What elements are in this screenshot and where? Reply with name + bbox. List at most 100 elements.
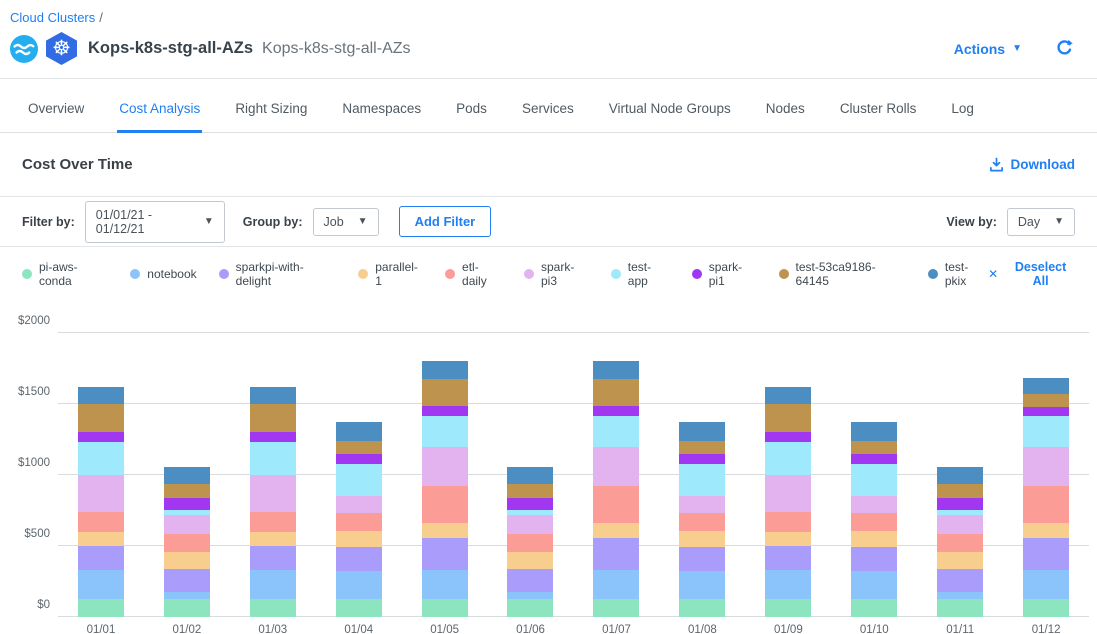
tab-log[interactable]: Log	[951, 101, 974, 116]
bar-segment-parallel-1	[77, 531, 124, 547]
bar-segment-sparkpi-with-delight	[335, 547, 382, 571]
tab-overview[interactable]: Overview	[28, 101, 85, 116]
legend-dot-icon	[130, 269, 141, 279]
page-header: Cloud Clusters / ☸ Kops-k8s-stg-all-AZs K…	[0, 0, 1097, 79]
bar-segment-pi-aws-conda	[1022, 598, 1069, 617]
legend-item-parallel-1[interactable]: parallel-1	[358, 260, 423, 288]
chevron-down-icon: ▼	[203, 215, 214, 227]
add-filter-button[interactable]: Add Filter	[398, 206, 492, 237]
x-axis-tick: 01/08	[688, 624, 717, 634]
bar-segment-test-pkix	[335, 422, 382, 441]
legend-item-notebook[interactable]: notebook	[130, 267, 197, 281]
x-axis-tick: 01/04	[344, 624, 374, 634]
actions-button[interactable]: Actions ▼	[953, 40, 1022, 57]
title-row: ☸ Kops-k8s-stg-all-AZs Kops-k8s-stg-all-…	[10, 32, 1079, 78]
gridline	[58, 545, 1089, 546]
bar-segment-spark-pi1	[77, 431, 124, 443]
breadcrumb-link-cloud-clusters[interactable]: Cloud Clusters	[10, 10, 96, 25]
close-icon: ✕	[988, 267, 999, 281]
bar-segment-notebook	[937, 592, 984, 599]
legend-label: test-app	[627, 260, 652, 288]
x-axis-tick: 01/09	[773, 624, 803, 634]
y-axis-tick: $1500	[18, 386, 50, 398]
legend-label: test-pkix	[944, 260, 969, 288]
bar-segment-spark-pi1	[593, 405, 640, 417]
bar-segment-sparkpi-with-delight	[851, 547, 898, 571]
bar-segment-test-app	[249, 442, 296, 476]
legend-label: pi-aws-conda	[39, 260, 78, 288]
legend-label: sparkpi-with-delight	[235, 260, 304, 288]
tab-namespaces[interactable]: Namespaces	[342, 101, 422, 116]
refresh-button[interactable]	[1056, 39, 1073, 59]
bar-01-11	[937, 467, 984, 617]
date-range-dropdown[interactable]: 01/01/21 - 01/12/21 ▼	[84, 200, 225, 243]
bar-segment-test-pkix	[593, 360, 640, 379]
view-by-label: View by:	[946, 214, 997, 229]
page-subtitle: Kops-k8s-stg-all-AZs	[262, 39, 411, 57]
chevron-down-icon: ▼	[1054, 215, 1064, 227]
bar-segment-test-app	[163, 509, 210, 516]
tab-cost-analysis[interactable]: Cost Analysis	[117, 79, 203, 133]
bar-segment-spark-pi1	[335, 453, 382, 465]
bar-segment-sparkpi-with-delight	[1022, 538, 1069, 571]
bar-segment-notebook	[421, 570, 468, 599]
deselect-all-button[interactable]: ✕ Deselect All	[988, 260, 1075, 288]
bar-segment-parallel-1	[851, 531, 898, 548]
bar-segment-pi-aws-conda	[937, 598, 984, 617]
bar-01-10	[851, 422, 898, 617]
bar-segment-test-53ca9186-64145	[593, 378, 640, 406]
legend-item-spark-pi3[interactable]: spark-pi3	[524, 260, 589, 288]
legend-item-pi-aws-conda[interactable]: pi-aws-conda	[22, 260, 108, 288]
legend-item-test-app[interactable]: test-app	[610, 260, 670, 288]
bar-segment-test-app	[593, 416, 640, 448]
legend-label: spark-pi3	[541, 260, 575, 288]
bar-01-02	[163, 467, 210, 617]
bar-segment-parallel-1	[421, 523, 468, 539]
bar-01-04	[335, 422, 382, 617]
bar-segment-etl-daily	[851, 513, 898, 532]
tab-pods[interactable]: Pods	[456, 101, 487, 116]
x-axis-tick: 01/11	[946, 624, 975, 634]
legend-item-etl-daily[interactable]: etl-daily	[445, 260, 502, 288]
bar-segment-test-pkix	[937, 467, 984, 485]
legend-item-spark-pi1[interactable]: spark-pi1	[691, 260, 757, 288]
bar-01-06	[507, 467, 554, 617]
tab-services[interactable]: Services	[521, 101, 574, 116]
section-title: Cost Over Time	[22, 156, 133, 173]
bar-group	[58, 333, 1089, 617]
bar-segment-notebook	[851, 570, 898, 599]
bar-segment-etl-daily	[937, 533, 984, 553]
legend-item-test-pkix[interactable]: test-pkix	[927, 260, 988, 288]
tab-virtual-node-groups[interactable]: Virtual Node Groups	[608, 101, 731, 116]
bar-01-01	[77, 386, 124, 617]
bar-segment-notebook	[335, 570, 382, 599]
bar-segment-etl-daily	[507, 533, 554, 553]
legend-item-sparkpi-with-delight[interactable]: sparkpi-with-delight	[218, 260, 337, 288]
breadcrumb-separator: /	[99, 10, 103, 25]
x-axis-tick: 01/05	[430, 624, 460, 634]
bar-segment-test-53ca9186-64145	[679, 440, 726, 454]
view-by-dropdown[interactable]: Day ▼	[1006, 207, 1075, 236]
bar-segment-pi-aws-conda	[163, 598, 210, 617]
bar-segment-spark-pi3	[249, 475, 296, 512]
tab-right-sizing[interactable]: Right Sizing	[235, 101, 308, 116]
download-button[interactable]: Download	[989, 157, 1075, 172]
bar-segment-sparkpi-with-delight	[77, 546, 124, 571]
legend-label: etl-daily	[462, 260, 487, 288]
bar-segment-sparkpi-with-delight	[249, 546, 296, 571]
bar-segment-pi-aws-conda	[679, 598, 726, 617]
bar-segment-spark-pi3	[765, 475, 812, 512]
group-by-dropdown[interactable]: Job ▼	[312, 207, 379, 236]
legend-dot-icon	[358, 269, 369, 279]
bar-segment-test-app	[765, 442, 812, 476]
tab-cluster-rolls[interactable]: Cluster Rolls	[839, 101, 917, 116]
legend-item-test-53ca9186-64145[interactable]: test-53ca9186-64145	[778, 260, 906, 288]
bar-01-03	[249, 386, 296, 617]
bar-segment-test-app	[937, 509, 984, 516]
bar-segment-notebook	[77, 570, 124, 599]
bar-segment-sparkpi-with-delight	[163, 568, 210, 593]
bar-segment-etl-daily	[163, 533, 210, 553]
bar-segment-sparkpi-with-delight	[421, 538, 468, 571]
cost-over-time-section-header: Cost Over Time Download	[0, 133, 1097, 197]
tab-nodes[interactable]: Nodes	[765, 101, 805, 116]
